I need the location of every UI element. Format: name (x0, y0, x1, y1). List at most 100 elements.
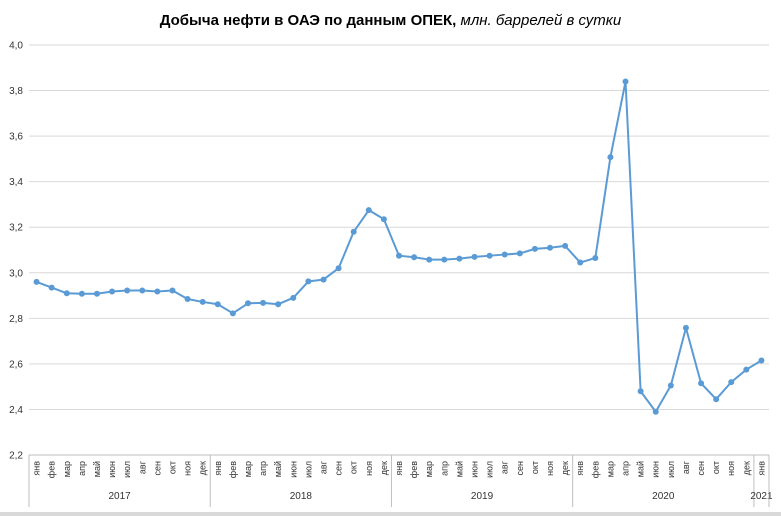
data-point (562, 242, 569, 249)
x-tick-label: окт (711, 461, 721, 474)
y-tick-label: 2,8 (9, 314, 23, 325)
x-tick-label: сен (152, 461, 162, 476)
x-axis: янв фев мар апр май июн июл авг сен окт ноя дек янв ф… (28, 454, 773, 507)
x-tick-label: июл (485, 461, 495, 478)
x-tick-label: июл (666, 461, 676, 478)
data-point (184, 295, 191, 302)
x-tick-label: фев (590, 461, 600, 478)
data-point (531, 245, 538, 252)
chart-title-main: Добыча нефти в ОАЭ по данным ОПЕК, (159, 12, 457, 29)
x-tick-label: окт (530, 461, 540, 474)
y-tick-label: 2,4 (9, 405, 23, 416)
x-tick-label: май (636, 461, 646, 477)
x-tick-label: апр (258, 461, 268, 476)
data-point (380, 216, 387, 223)
data-point (78, 290, 85, 297)
x-tick-label: окт (167, 461, 177, 474)
x-tick-label: июн (651, 461, 661, 478)
x-tick-label: ноя (545, 461, 555, 476)
y-tick-label: 4,0 (9, 41, 23, 52)
x-tick-label: авг (318, 460, 328, 474)
data-point (486, 252, 493, 259)
x-tick-label: ноя (183, 461, 193, 476)
data-point (335, 265, 342, 272)
data-point (471, 253, 478, 260)
data-point (320, 276, 327, 283)
year-label: 2018 (290, 491, 313, 502)
data-point (93, 290, 100, 297)
x-tick-label: ноя (726, 461, 736, 476)
x-tick-label: апр (621, 461, 631, 476)
y-tick-label: 3,6 (9, 132, 23, 143)
data-point (396, 252, 402, 259)
data-point (728, 379, 735, 386)
data-point (516, 250, 523, 257)
data-point (365, 207, 372, 214)
x-tick-label: мар (605, 461, 615, 477)
y-axis: 2,2 2,4 2,6 2,8 3,0 3,2 3,4 3,6 3,8 4,0 (9, 41, 23, 462)
data-point (305, 278, 312, 285)
data-point (275, 301, 282, 308)
data-point (698, 380, 705, 387)
x-tick-label: фев (409, 461, 419, 478)
x-tick-label: апр (77, 461, 87, 476)
data-point (667, 382, 674, 389)
data-point (48, 284, 55, 291)
series-line (33, 78, 765, 415)
data-point (244, 300, 251, 307)
data-point (637, 388, 644, 395)
x-tick-label: июл (303, 461, 313, 478)
data-point (63, 290, 70, 297)
data-point (109, 288, 116, 295)
data-point (33, 278, 40, 285)
year-label: 2017 (108, 491, 131, 502)
data-point (577, 259, 584, 266)
x-tick-label: ноя (364, 461, 374, 476)
data-point (441, 256, 448, 263)
data-point (229, 310, 236, 317)
data-point (682, 324, 689, 331)
data-point (758, 357, 765, 364)
y-tick-label: 2,6 (9, 359, 23, 370)
year-label: 2021 (750, 491, 773, 502)
x-tick-label: окт (349, 461, 359, 474)
x-tick-label: дек (560, 461, 570, 475)
data-point (199, 298, 206, 305)
x-tick-label: фев (47, 461, 57, 478)
data-point (456, 255, 463, 262)
data-point (154, 288, 161, 295)
data-point (350, 228, 357, 235)
x-tick-label: сен (696, 461, 706, 476)
data-point (592, 254, 599, 261)
x-tick-label: сен (334, 461, 344, 476)
data-point (713, 396, 720, 403)
data-point (426, 256, 433, 263)
x-tick-label: июн (107, 461, 117, 478)
series-path (36, 80, 762, 413)
data-point (139, 287, 146, 294)
y-tick-label: 2,2 (9, 451, 23, 462)
data-point (501, 251, 508, 258)
x-tick-label: июл (122, 461, 132, 478)
y-tick-label: 3,2 (9, 223, 23, 234)
data-point (547, 244, 554, 251)
data-point (124, 287, 131, 294)
data-point (260, 299, 267, 306)
year-label: 2020 (652, 491, 675, 502)
x-tick-label: июн (470, 461, 480, 478)
x-tick-label: янв (756, 461, 766, 476)
data-point (607, 154, 614, 161)
x-tick-label: мар (424, 461, 434, 477)
x-tick-label: дек (741, 461, 751, 475)
x-tick-label: дек (198, 461, 208, 475)
x-tick-label: авг (137, 460, 147, 474)
x-tick-label: сен (515, 461, 525, 476)
x-tick-label: фев (228, 461, 238, 478)
x-tick-label: апр (439, 461, 449, 476)
x-tick-label: дек (379, 461, 389, 475)
gridlines (29, 44, 769, 456)
y-tick-label: 3,0 (9, 268, 23, 279)
year-label: 2019 (471, 491, 494, 502)
data-point (169, 287, 176, 294)
